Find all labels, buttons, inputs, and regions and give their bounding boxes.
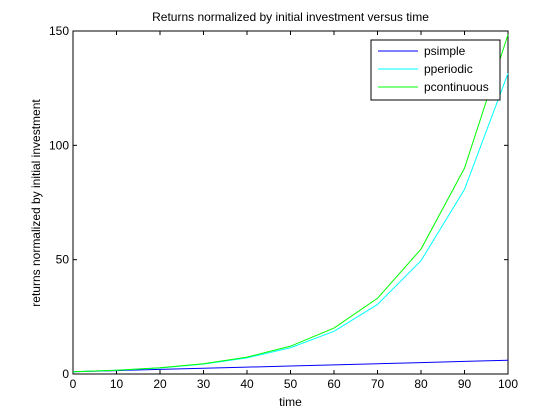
x-tick-label: 60 — [327, 377, 341, 391]
x-tick-label: 50 — [284, 377, 298, 391]
x-tick-label: 80 — [414, 377, 428, 391]
x-tick-label: 100 — [498, 377, 518, 391]
x-tick-label: 30 — [197, 377, 211, 391]
series-lines — [72, 34, 509, 373]
y-tick-label: 0 — [62, 367, 69, 381]
y-tick-label: 50 — [56, 253, 70, 267]
x-tick-label: 0 — [70, 377, 77, 391]
legend-label-psimple: psimple — [424, 44, 466, 58]
legend: psimple pperiodic pcontinuous — [370, 39, 501, 101]
x-tick-label: 20 — [153, 377, 167, 391]
x-tick-label: 70 — [371, 377, 385, 391]
chart-title: Returns normalized by initial investment… — [152, 10, 429, 24]
y-tick-label: 150 — [49, 24, 69, 38]
x-tick-label: 40 — [240, 377, 254, 391]
series-line-pcontinuous — [72, 34, 509, 373]
x-tick-label: 10 — [110, 377, 124, 391]
y-tick-label: 100 — [49, 138, 69, 152]
axis-ticks: 0 10 20 30 40 50 60 70 80 90 100 0 50 100 150 — [49, 24, 518, 391]
x-axis-label: time — [279, 395, 302, 409]
legend-box — [370, 39, 501, 101]
legend-label-pperiodic: pperiodic — [424, 62, 473, 76]
series-line-psimple — [72, 359, 509, 373]
x-tick-label: 90 — [458, 377, 472, 391]
legend-label-pcontinuous: pcontinuous — [424, 80, 489, 94]
